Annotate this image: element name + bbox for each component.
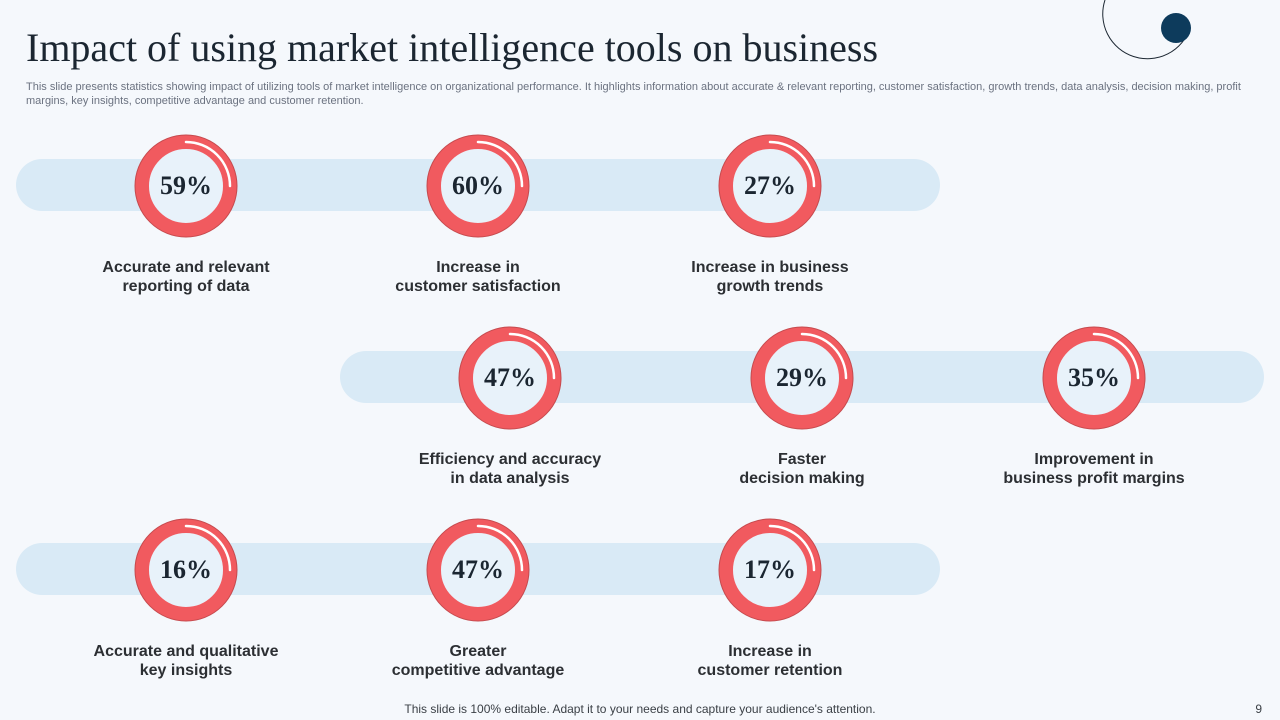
corner-decoration — [1102, 0, 1191, 60]
stat-value: 29% — [776, 363, 828, 392]
stat-ring-6: 35% — [1041, 325, 1147, 431]
stat-ring-5: 29% — [749, 325, 855, 431]
stat-label: Increase in business growth trends — [640, 258, 900, 296]
stat-ring-3: 27% — [717, 133, 823, 239]
stat-label: Improvement in business profit margins — [964, 450, 1224, 488]
stat-label-line1: Greater — [449, 643, 507, 660]
stat-label-line1: Accurate and qualitative — [93, 643, 279, 660]
stat-value: 16% — [160, 555, 212, 584]
stat-value: 60% — [452, 171, 504, 200]
donut-ring-icon — [458, 326, 562, 430]
donut-ring-icon — [750, 326, 854, 430]
stat-label-line2: key insights — [139, 662, 233, 679]
stat-label: Increase in customer satisfaction — [348, 258, 608, 296]
stat-label-line2: growth trends — [716, 278, 824, 295]
stat-label-line2: customer retention — [697, 662, 843, 679]
stat-ring-1: 59% — [133, 133, 239, 239]
donut-ring-icon — [426, 134, 530, 238]
stat-label-line2: competitive advantage — [391, 662, 565, 679]
donut-ring-icon — [718, 134, 822, 238]
stat-label-line1: Faster — [777, 451, 827, 468]
footer-note: This slide is 100% editable. Adapt it to… — [404, 702, 876, 716]
stat-label-line2: decision making — [739, 470, 865, 487]
stat-ring-4: 47% — [457, 325, 563, 431]
stat-label: Increase in customer retention — [640, 642, 900, 680]
stat-label-line2: customer satisfaction — [395, 278, 561, 295]
stat-label-line2: reporting of data — [122, 278, 250, 295]
stat-label-line2: in data analysis — [450, 470, 570, 487]
stat-value: 17% — [744, 555, 796, 584]
stat-label-line1: Efficiency and accuracy — [418, 451, 602, 468]
stat-label-line1: Increase in — [728, 643, 812, 660]
stat-label: Efficiency and accuracy in data analysis — [380, 450, 640, 488]
donut-ring-icon — [134, 134, 238, 238]
stat-value: 27% — [744, 171, 796, 200]
stat-ring-9: 17% — [717, 517, 823, 623]
stat-label-line1: Increase in business — [691, 259, 849, 276]
stat-label-line1: Increase in — [436, 259, 520, 276]
stat-label: Faster decision making — [672, 450, 932, 488]
stat-value: 59% — [160, 171, 212, 200]
stat-ring-7: 16% — [133, 517, 239, 623]
stat-label: Greater competitive advantage — [348, 642, 608, 680]
stat-value: 35% — [1068, 363, 1120, 392]
page-number: 9 — [1255, 702, 1262, 716]
stat-label-line1: Improvement in — [1034, 451, 1154, 468]
page-title: Impact of using market intelligence tool… — [26, 25, 879, 70]
stat-label-line2: business profit margins — [1003, 470, 1185, 487]
stat-label: Accurate and qualitative key insights — [56, 642, 316, 680]
stat-ring-8: 47% — [425, 517, 531, 623]
stat-ring-2: 60% — [425, 133, 531, 239]
stat-label: Accurate and relevant reporting of data — [56, 258, 316, 296]
donut-ring-icon — [426, 518, 530, 622]
stat-value: 47% — [484, 363, 536, 392]
donut-ring-icon — [718, 518, 822, 622]
donut-ring-icon — [134, 518, 238, 622]
donut-ring-icon — [1042, 326, 1146, 430]
page-subtitle: This slide presents statistics showing i… — [26, 81, 1241, 107]
stat-label-line1: Accurate and relevant — [102, 259, 270, 276]
stat-value: 47% — [452, 555, 504, 584]
